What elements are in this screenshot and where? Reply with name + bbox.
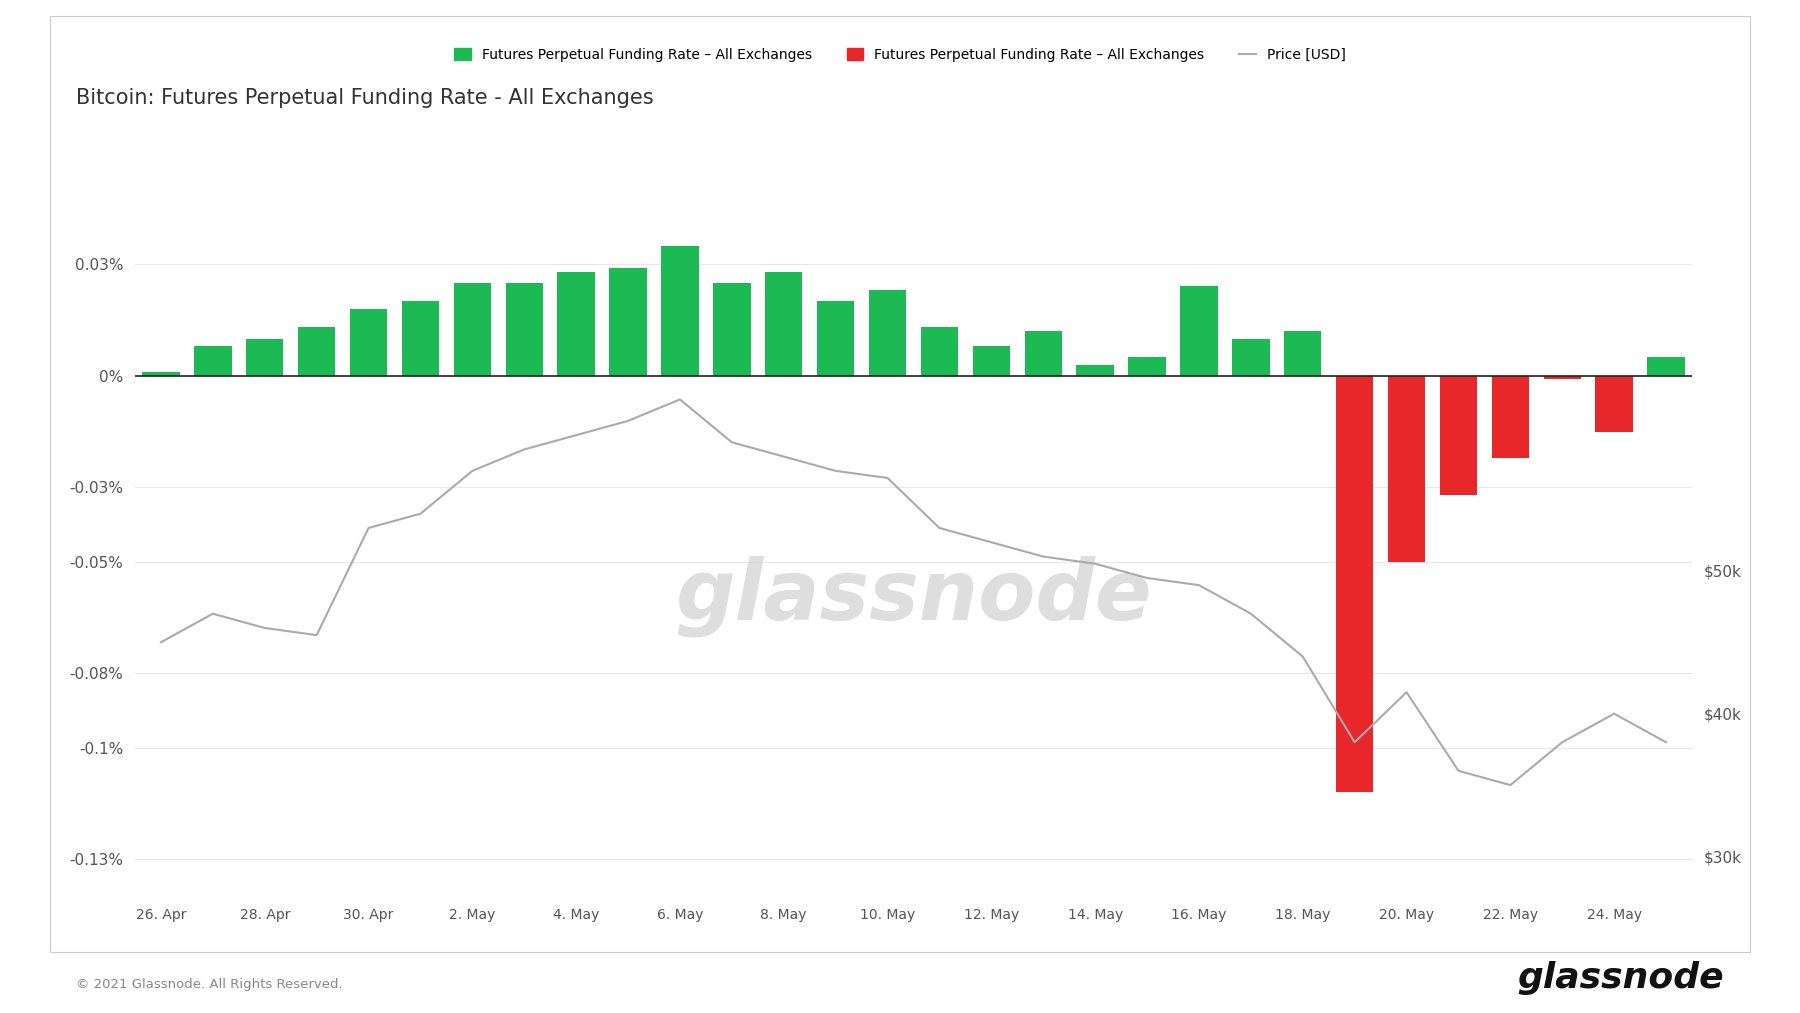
Bar [610, 267, 646, 376]
Text: glassnode: glassnode [1517, 960, 1724, 995]
Bar [869, 290, 905, 376]
Bar [142, 372, 180, 376]
Text: Bitcoin: Futures Perpetual Funding Rate - All Exchanges: Bitcoin: Futures Perpetual Funding Rate … [76, 88, 653, 108]
Bar [299, 327, 335, 376]
Bar [1076, 365, 1114, 376]
Legend: Futures Perpetual Funding Rate – All Exchanges, Futures Perpetual Funding Rate –: Futures Perpetual Funding Rate – All Exc… [448, 43, 1352, 68]
Bar [1336, 376, 1373, 792]
Bar [506, 283, 544, 376]
Text: © 2021 Glassnode. All Rights Reserved.: © 2021 Glassnode. All Rights Reserved. [76, 978, 342, 991]
Bar [1544, 376, 1580, 380]
Bar [765, 271, 803, 376]
Bar [454, 283, 491, 376]
Bar [713, 283, 751, 376]
Bar [1283, 331, 1321, 376]
Bar [1647, 358, 1685, 376]
Text: glassnode: glassnode [675, 556, 1152, 637]
Bar [1492, 376, 1528, 458]
Bar [1181, 287, 1217, 376]
Bar [1233, 338, 1269, 376]
Bar [1129, 358, 1166, 376]
Bar [1595, 376, 1633, 432]
Bar [817, 301, 855, 376]
Bar [349, 309, 387, 376]
Bar [558, 271, 594, 376]
Bar [194, 346, 232, 376]
Bar [922, 327, 958, 376]
Bar [1440, 376, 1478, 494]
Bar [247, 338, 283, 376]
Bar [972, 346, 1010, 376]
Bar [1024, 331, 1062, 376]
Bar [661, 245, 698, 376]
Bar [1388, 376, 1426, 562]
Bar [401, 301, 439, 376]
